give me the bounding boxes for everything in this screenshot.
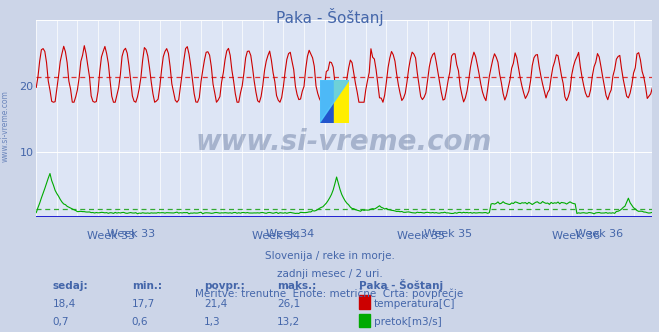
Text: Week 36: Week 36 xyxy=(552,231,600,241)
Text: maks.:: maks.: xyxy=(277,281,316,291)
Text: 0,6: 0,6 xyxy=(132,317,148,327)
Text: 18,4: 18,4 xyxy=(53,299,76,309)
Text: 26,1: 26,1 xyxy=(277,299,300,309)
Text: 0,7: 0,7 xyxy=(53,317,69,327)
Text: Slovenija / reke in morje.: Slovenija / reke in morje. xyxy=(264,251,395,261)
Text: min.:: min.: xyxy=(132,281,162,291)
Text: Week 33: Week 33 xyxy=(107,229,155,239)
Text: 21,4: 21,4 xyxy=(204,299,227,309)
Text: www.si-vreme.com: www.si-vreme.com xyxy=(196,128,492,156)
Text: povpr.:: povpr.: xyxy=(204,281,245,291)
Text: Paka - Šoštanj: Paka - Šoštanj xyxy=(275,8,384,26)
Polygon shape xyxy=(320,80,349,123)
Text: Paka - Šoštanj: Paka - Šoštanj xyxy=(359,279,444,291)
Text: 17,7: 17,7 xyxy=(132,299,155,309)
Polygon shape xyxy=(335,80,349,123)
Text: zadnji mesec / 2 uri.: zadnji mesec / 2 uri. xyxy=(277,269,382,279)
Polygon shape xyxy=(320,80,335,123)
Text: Week 34: Week 34 xyxy=(252,231,300,241)
Text: 1,3: 1,3 xyxy=(204,317,221,327)
Text: 13,2: 13,2 xyxy=(277,317,300,327)
Text: sedaj:: sedaj: xyxy=(53,281,88,291)
Text: Week 35: Week 35 xyxy=(424,229,473,239)
Text: Week 36: Week 36 xyxy=(575,229,623,239)
Text: Meritve: trenutne  Enote: metrične  Črta: povprečje: Meritve: trenutne Enote: metrične Črta: … xyxy=(195,287,464,299)
Text: Week 35: Week 35 xyxy=(397,231,445,241)
Text: pretok[m3/s]: pretok[m3/s] xyxy=(374,317,442,327)
Text: Week 33: Week 33 xyxy=(87,231,135,241)
Text: www.si-vreme.com: www.si-vreme.com xyxy=(1,90,10,162)
Text: temperatura[C]: temperatura[C] xyxy=(374,299,455,309)
Text: Week 34: Week 34 xyxy=(266,229,314,239)
